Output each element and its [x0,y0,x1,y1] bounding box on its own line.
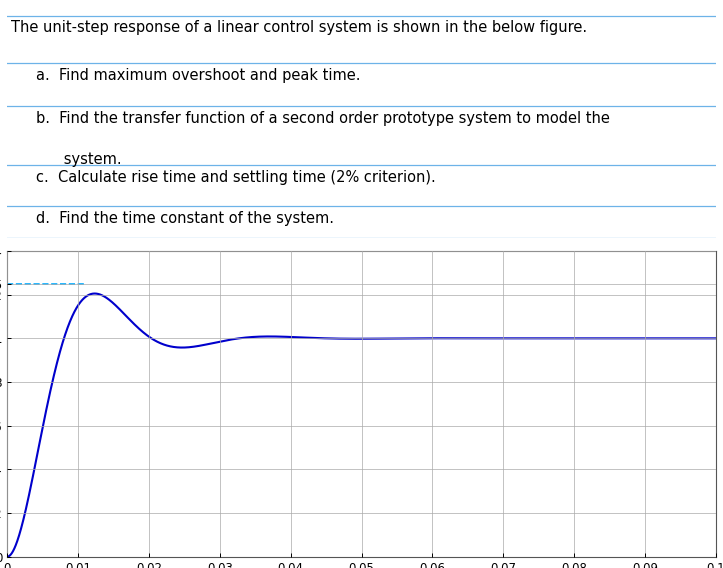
Text: system.: system. [35,152,121,167]
Text: c.  Calculate rise time and settling time (2% criterion).: c. Calculate rise time and settling time… [35,170,435,185]
Text: The unit-step response of a linear control system is shown in the below figure.: The unit-step response of a linear contr… [11,20,587,35]
Text: a.  Find maximum overshoot and peak time.: a. Find maximum overshoot and peak time. [35,68,360,83]
Text: d.  Find the time constant of the system.: d. Find the time constant of the system. [35,211,333,225]
Text: b.  Find the transfer function of a second order prototype system to model the: b. Find the transfer function of a secon… [35,111,609,126]
